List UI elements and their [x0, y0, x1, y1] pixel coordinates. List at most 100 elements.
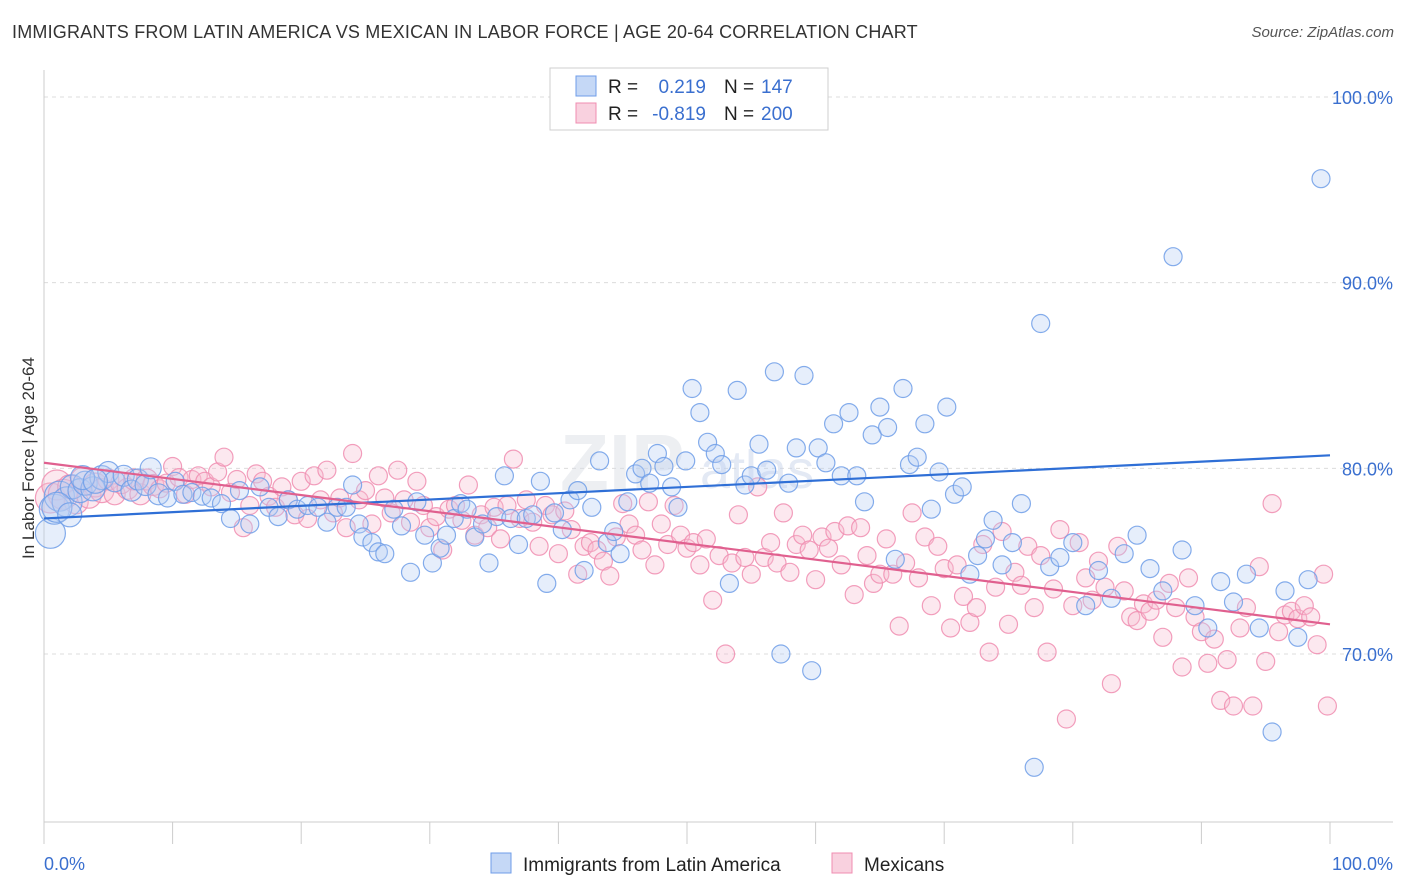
mexicans-point — [1024, 597, 1044, 618]
mexicans-point — [1268, 622, 1289, 642]
latin-america-trend-line — [43, 454, 1331, 520]
trend-lines — [43, 454, 1331, 626]
latin-america-point — [1031, 313, 1051, 334]
mexicans-point — [632, 540, 652, 560]
latin-america-point — [1311, 169, 1331, 189]
latin-america-point — [268, 506, 288, 527]
latin-america-point — [808, 438, 828, 458]
latin-america-point — [523, 505, 543, 525]
latin-america-point — [915, 414, 935, 434]
latin-america-point — [1172, 540, 1192, 560]
y-tick-labels: 70.0% 80.0% 90.0% 100.0% — [1332, 88, 1393, 665]
mexicans-point — [953, 586, 974, 607]
latin-america-point — [847, 466, 867, 486]
latin-america-point — [668, 497, 688, 517]
latin-america-point — [308, 497, 328, 517]
mexicans-point — [1108, 536, 1128, 556]
latin-america-point — [67, 478, 93, 504]
latin-america-point — [1249, 618, 1269, 638]
x-tick-labels: 0.0% 100.0% — [44, 854, 1393, 874]
mexicans-point — [343, 443, 363, 464]
legend-series: Immigrants from Latin America Mexicans — [490, 852, 944, 876]
mexicans-point — [1204, 629, 1224, 649]
latin-america-point — [407, 492, 427, 512]
latin-america-point — [862, 425, 882, 445]
latin-america-point — [240, 514, 260, 534]
latin-america-point — [1163, 247, 1183, 267]
latin-america-point — [375, 544, 395, 564]
mexicans-point — [1166, 597, 1186, 618]
latin-america-point — [41, 491, 73, 523]
latin-america-point — [697, 432, 718, 452]
mexicans-point — [690, 555, 710, 575]
mexicans-point — [568, 564, 588, 584]
latin-america-point — [530, 471, 551, 491]
mexicans-point — [805, 570, 826, 590]
mexicans-point — [889, 616, 909, 636]
latin-america-point — [229, 481, 250, 501]
chart-title: IMMIGRANTS FROM LATIN AMERICA VS MEXICAN… — [12, 22, 918, 42]
latin-america-point — [1063, 532, 1083, 553]
latin-america-point — [368, 542, 388, 562]
mexicans-point — [619, 514, 639, 534]
latin-america-point — [82, 468, 109, 494]
y-tick-label: 100.0% — [1332, 88, 1393, 108]
latin-america-point — [1298, 570, 1318, 590]
latin-america-point — [975, 529, 996, 549]
x-tick-label: 0.0% — [44, 854, 85, 874]
y-axis-title: In Labor Force | Age 20-64 — [19, 357, 38, 559]
latin-america-point — [1140, 558, 1160, 579]
latin-america-point — [937, 397, 957, 417]
latin-america-point — [479, 553, 499, 573]
latin-america-point — [1050, 547, 1070, 568]
latin-america-point — [1127, 525, 1147, 545]
latin-america-point — [1211, 571, 1231, 592]
latin-america-point — [899, 455, 920, 475]
legend-swatch — [575, 102, 597, 124]
latin-america-point — [1236, 564, 1257, 584]
mexicans-point — [1256, 651, 1276, 672]
mexicans-point — [1198, 653, 1218, 673]
mexicans-trend-line — [43, 461, 1331, 626]
latin-america-point — [1223, 592, 1244, 612]
y-tick-label: 90.0% — [1342, 274, 1393, 294]
mexicans-point — [1172, 657, 1192, 677]
latin-america-point — [201, 488, 221, 508]
latin-america-point — [457, 499, 477, 519]
latin-america-point — [157, 488, 178, 508]
legend-swatch — [575, 75, 597, 97]
mexicans-point — [703, 590, 723, 610]
mexicans-point — [1262, 494, 1282, 514]
latin-america-point — [436, 525, 457, 545]
latin-america-point — [952, 477, 972, 497]
mexicans-point — [760, 532, 781, 553]
mexicans-point — [1127, 610, 1147, 631]
latin-america-point — [391, 516, 412, 536]
mexicans-point — [529, 536, 549, 556]
mexicans-point — [651, 514, 671, 534]
mexicans-point — [490, 529, 511, 549]
mexicans-point — [780, 562, 800, 582]
source-label: Source: ZipAtlas.com — [1251, 24, 1394, 41]
latin-america-point — [712, 455, 732, 475]
series-immigrants-latin-america — [34, 169, 1331, 777]
latin-america-point — [749, 434, 769, 454]
mexicans-point — [966, 597, 987, 618]
latin-america-point — [220, 508, 241, 529]
mexicans-point — [1153, 627, 1173, 647]
mexicans-point — [696, 529, 716, 549]
latin-america-point — [494, 466, 514, 486]
latin-america-point — [854, 492, 875, 512]
mexicans-point — [1069, 532, 1089, 553]
mexicans-point — [915, 527, 935, 547]
legend-series-swatch — [490, 852, 512, 874]
legend-series-label: Immigrants from Latin America — [523, 855, 781, 876]
mexicans-point — [773, 503, 794, 523]
mexicans-point — [1159, 573, 1179, 594]
legend-r-label: R = — [608, 77, 638, 98]
latin-america-point — [1002, 532, 1023, 553]
latin-america-point — [839, 403, 859, 423]
mexicans-point — [1056, 709, 1077, 729]
latin-america-point — [1262, 722, 1282, 742]
